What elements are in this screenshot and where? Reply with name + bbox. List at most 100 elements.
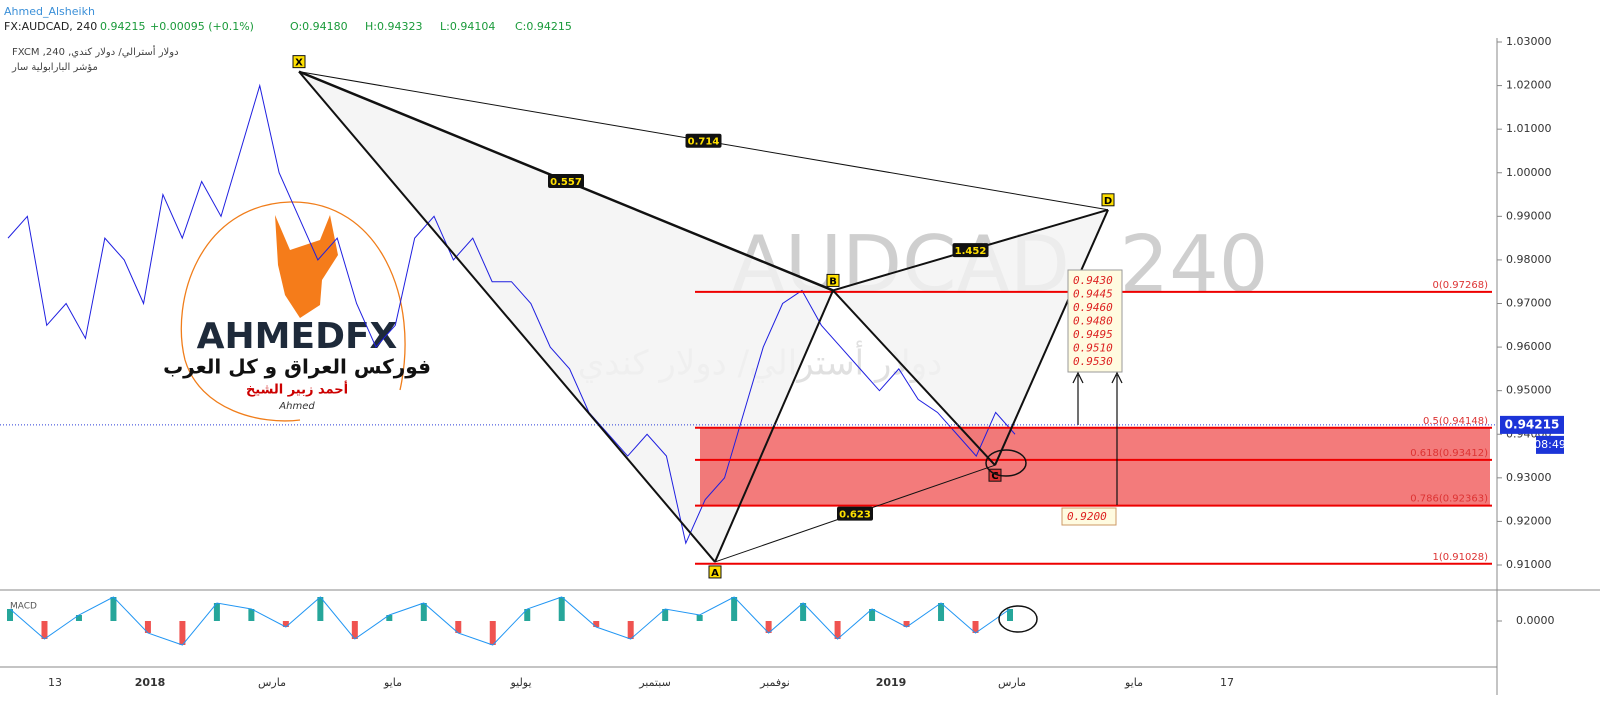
macd-bar	[800, 603, 807, 621]
y-tick-label: 1.03000	[1506, 35, 1552, 48]
target: 0.9495	[1073, 328, 1113, 341]
pattern-leg	[994, 209, 1109, 466]
pattern-leg	[832, 289, 996, 466]
macd-bar	[282, 621, 289, 627]
macd-bar	[75, 615, 82, 621]
y-tick-label: 1.02000	[1506, 79, 1552, 92]
y-tick-label: 0.91000	[1506, 558, 1552, 571]
arrow-head	[1072, 371, 1084, 384]
macd-bar	[938, 603, 945, 621]
point-label: C	[991, 471, 998, 482]
ratio-tag	[837, 506, 873, 521]
ohlc: C:0.94215	[515, 20, 572, 33]
pattern-leg	[714, 290, 834, 563]
macd-zero-label: 0.0000	[1516, 614, 1555, 627]
macd-bar	[489, 621, 496, 645]
macd-bar	[524, 609, 531, 621]
x-tick-label: مايو	[383, 676, 402, 689]
macd-bar	[731, 597, 738, 621]
legend-item: مؤشر البارابولية سار	[11, 62, 98, 73]
target: 0.9460	[1073, 301, 1113, 314]
macd-bar	[351, 621, 358, 639]
point-tag	[292, 55, 306, 69]
x-tick-label: مايو	[1124, 676, 1143, 689]
y-tick-label: 0.98000	[1506, 253, 1552, 266]
target: 0.9510	[1073, 342, 1113, 355]
macd-bar	[834, 621, 841, 639]
macd-bar	[455, 621, 462, 633]
point-tag	[826, 273, 840, 287]
y-tick-label: 0.92000	[1506, 514, 1552, 527]
macd-bar	[593, 621, 600, 627]
ratio-tag	[685, 133, 722, 148]
pattern-leg	[298, 70, 716, 563]
macd-highlight	[998, 605, 1038, 633]
y-tick-label: 0.97000	[1506, 297, 1552, 310]
pattern-triangle	[299, 71, 833, 562]
x-tick-label: مارس	[258, 676, 286, 689]
point-tag	[708, 565, 722, 579]
logo-signature: Ahmed	[278, 401, 315, 412]
macd-bar	[869, 609, 876, 621]
macd-bar	[903, 621, 910, 627]
fib-label: 0(0.97268)	[1432, 280, 1488, 291]
y-tick-label: 0.93000	[1506, 471, 1552, 484]
macd-bar	[7, 609, 13, 621]
stop-box	[1061, 507, 1117, 526]
macd-bar	[420, 603, 427, 621]
price-line	[7, 83, 1016, 545]
macd-bar	[972, 621, 979, 633]
ohlc: H:0.94323	[365, 20, 422, 33]
y-tick-label: 1.00000	[1506, 166, 1552, 179]
macd-bar	[696, 615, 703, 621]
macd-bar	[317, 597, 324, 621]
logo-tagline: فوركس العراق و كل العرب	[163, 355, 431, 379]
ratio-label: 0.557	[550, 177, 582, 188]
point-label: A	[711, 568, 719, 579]
target: 0.9445	[1073, 288, 1113, 301]
ratio-label: 1.452	[955, 246, 987, 257]
stop: 0.9200	[1067, 510, 1107, 523]
macd-bar	[41, 621, 48, 639]
x-tick-label: سبتمبر	[638, 676, 671, 689]
pattern-triangle	[833, 209, 1108, 466]
target: 0.9480	[1073, 315, 1113, 328]
macd-bar	[662, 609, 669, 621]
ratio-tag	[952, 243, 989, 258]
ratio-tag	[548, 174, 584, 189]
change: +0.00095 (+0.1%)	[150, 20, 254, 33]
point-label: B	[829, 276, 837, 287]
x-tick-label: 2018	[135, 676, 166, 689]
ohlc: O:0.94180	[290, 20, 348, 33]
target: 0.9530	[1073, 355, 1113, 368]
countdown: 08:49	[1534, 438, 1566, 451]
author: Ahmed_Alsheikh	[4, 5, 95, 18]
fib-label: 1(0.91028)	[1432, 552, 1488, 563]
macd-bar	[248, 609, 255, 621]
macd-bar	[144, 621, 151, 633]
macd-bar	[765, 621, 772, 633]
last: 0.94215	[100, 20, 146, 33]
x-tick-label: 2019	[876, 676, 907, 689]
arrow-head	[1111, 371, 1123, 384]
macd-bar	[110, 597, 117, 621]
fib-zone	[700, 427, 1490, 506]
macd-bar	[558, 597, 565, 621]
macd-line	[9, 596, 1011, 646]
point-label: D	[1104, 196, 1112, 207]
target: 0.9430	[1073, 274, 1113, 287]
fib-label: 0.786(0.92363)	[1410, 494, 1488, 505]
ratio-label: 0.714	[688, 137, 720, 148]
logo-brand: AHMEDFX	[197, 316, 398, 357]
y-tick-label: 1.01000	[1506, 122, 1552, 135]
x-tick-label: نوفمبر	[759, 676, 790, 689]
symbol: FX:AUDCAD, 240	[4, 20, 97, 33]
price-tag-bg	[1500, 415, 1564, 434]
ratio-label: 0.623	[839, 510, 871, 521]
ohlc: L:0.94104	[440, 20, 495, 33]
price-tag: 0.94215	[1505, 417, 1560, 431]
y-tick-label: 0.96000	[1506, 340, 1552, 353]
x-tick-label: 13	[48, 676, 62, 689]
y-tick-label: 0.99000	[1506, 209, 1552, 222]
